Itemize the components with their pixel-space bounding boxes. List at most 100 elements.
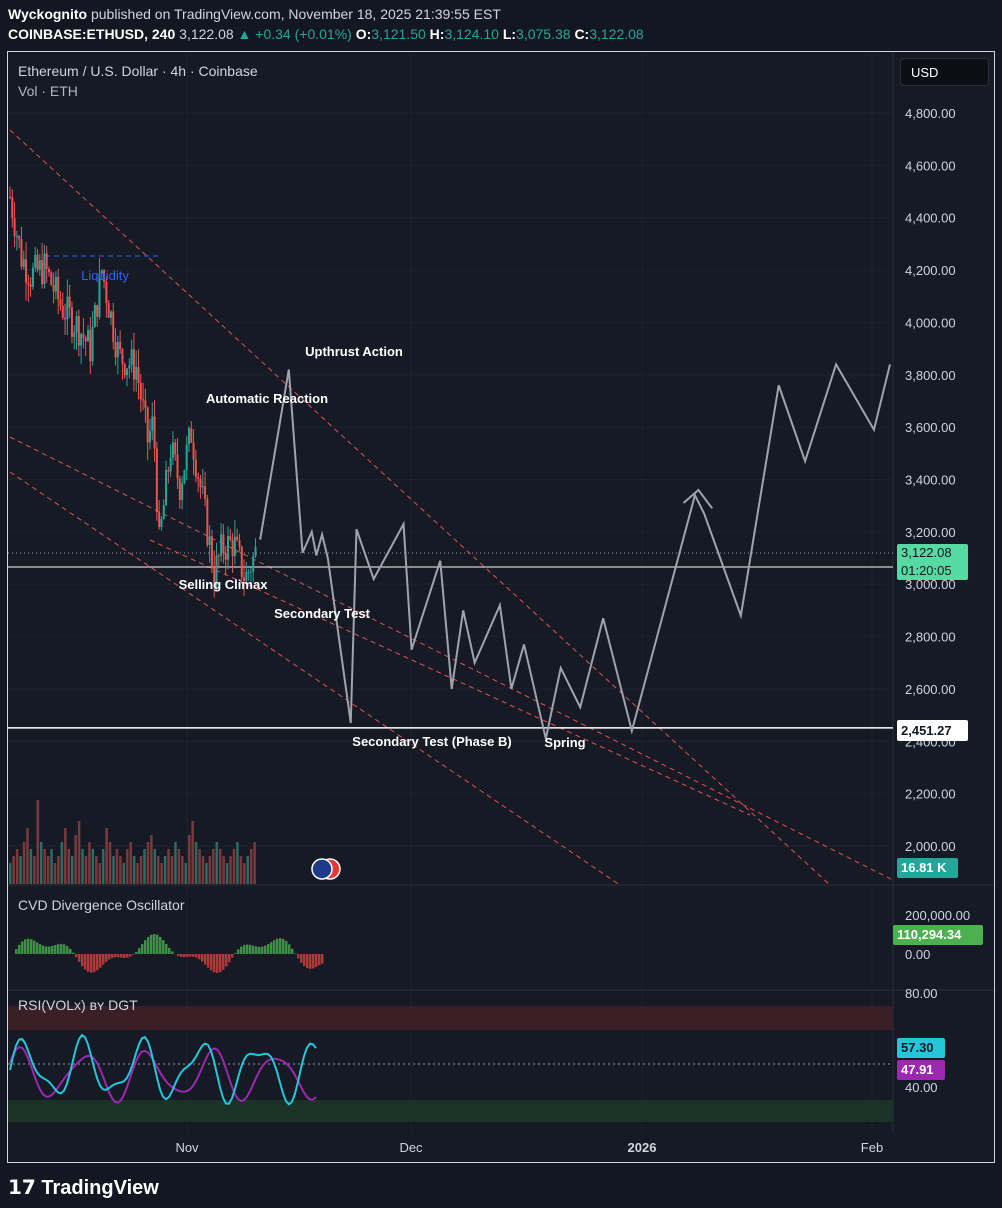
candle-body [73,333,75,337]
volume-bar [57,856,60,884]
volume-bar [23,842,26,884]
volume-bar [109,842,112,884]
y-tick-label: 2,800.00 [905,630,956,645]
volume-bar [50,849,53,884]
candle-body [188,428,190,444]
cvd-bar [123,954,126,958]
volume-bar [68,849,71,884]
projection-path [260,364,890,738]
candle-body [119,342,121,349]
candle-body [186,444,188,470]
cvd-bar [180,954,183,957]
volume-bar [123,863,126,884]
candle-body [236,537,238,540]
annotation-label: Selling Climax [179,577,269,592]
cvd-bar [147,937,150,954]
annotation-label: Secondary Test [274,606,371,621]
rsi-name: RSI(VOLx) [18,997,86,1013]
candle-body [172,442,174,458]
candle-body [115,342,117,357]
candle-body [190,428,192,442]
candle-body [112,312,114,342]
cvd-bar [138,948,141,954]
cvd-bar [210,954,213,970]
cvd-bar [150,935,153,954]
candle-body [195,460,197,477]
candle-body [78,316,80,346]
trendline [10,437,893,880]
cvd-bar [309,954,312,969]
volume-bar [47,856,50,884]
cvd-bar [96,954,99,970]
candle-body [138,367,140,383]
x-tick-label: Dec [399,1140,423,1155]
candle-body [64,318,66,320]
cvd-legend: CVD Divergence Oscillator [18,897,185,913]
volume-bar [16,849,19,884]
cvd-bar [234,953,237,954]
cvd-bar [282,939,285,954]
cvd-bar [63,944,66,954]
volume-bar [198,849,201,884]
candle-body [170,458,172,472]
candle-body [128,365,130,369]
candle-body [225,553,227,560]
volume-bar [133,856,136,884]
cvd-bar [39,944,42,954]
candle-body [220,534,222,555]
y-tick-label: 4,800.00 [905,106,956,121]
currency-selector[interactable]: USD [900,58,989,86]
candle-body [124,364,126,376]
cvd-bar [261,947,264,954]
cvd-bar [15,949,18,954]
cvd-bar [129,954,132,957]
tradingview-logo[interactable]: 𝟭𝟳 TradingView [8,1175,159,1200]
volume-bar [212,849,215,884]
cvd-bar [159,937,162,954]
cvd-bar [279,938,282,954]
candle-body [23,259,25,266]
candle-body [108,303,110,318]
candle-body [167,470,169,472]
cvd-bar [195,954,198,958]
y-tick-label: 3,200.00 [905,525,956,540]
volume-bar [136,863,139,884]
y-tick-label: 2,200.00 [905,787,956,802]
candle-body [30,285,32,287]
cvd-bar [189,954,192,957]
current-price-tag: 3,122.08 01:20:05 [897,544,968,580]
cvd-bar [153,934,156,954]
candle-body [238,540,240,546]
candle-body [59,299,61,306]
cvd-bar [246,945,249,954]
cvd-bar [240,947,243,954]
volume-tag: 16.81 K [897,858,958,878]
volume-bar [240,856,243,884]
y-tick-label: 4,000.00 [905,315,956,330]
cvd-bar [54,945,57,954]
candle-body [183,470,185,483]
candle-body [62,306,64,318]
candle-body [18,236,20,239]
cvd-bar [228,954,231,962]
cvd-bar [162,940,165,954]
cvd-bar [249,945,252,954]
candle-body [14,218,16,236]
volume-bar [236,842,239,884]
volume-bar [105,828,108,884]
candle-body [151,416,153,431]
rsi-tick-label: 40.00 [905,1080,938,1095]
cvd-value-tag: 110,294.34 [893,925,983,945]
y-tick-label: 2,600.00 [905,682,956,697]
candle-body [197,477,199,479]
cvd-bar [108,954,111,960]
candle-body [154,416,156,448]
cvd-bar [318,954,321,965]
volume-bar [209,856,212,884]
cvd-bar [18,945,21,954]
y-tick-label: 3,400.00 [905,473,956,488]
candle-body [174,442,176,454]
volume-bar [81,849,84,884]
rsi-legend: RSI(VOLx) ʙʏ DGT [18,997,138,1013]
